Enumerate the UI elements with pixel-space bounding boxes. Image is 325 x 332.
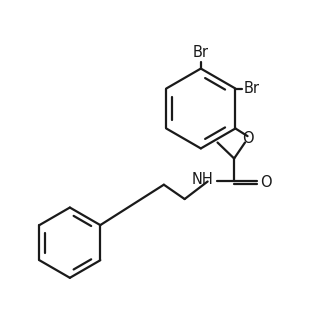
Text: Br: Br (193, 44, 209, 60)
Text: Br: Br (244, 81, 260, 96)
Text: O: O (242, 131, 254, 146)
Text: O: O (260, 175, 272, 190)
Text: NH: NH (192, 172, 214, 187)
